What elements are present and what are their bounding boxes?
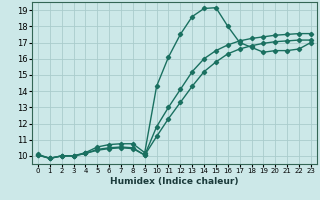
X-axis label: Humidex (Indice chaleur): Humidex (Indice chaleur): [110, 177, 239, 186]
